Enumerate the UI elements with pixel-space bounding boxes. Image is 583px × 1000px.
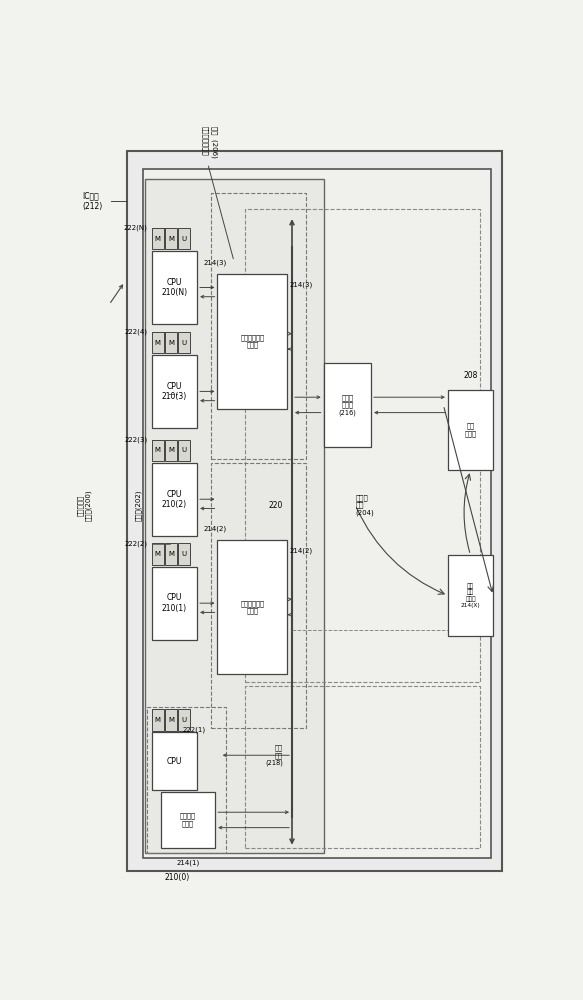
Text: CPU
210(2): CPU 210(2) <box>162 490 187 509</box>
Bar <box>152 732 197 790</box>
Bar <box>210 463 305 728</box>
Text: M: M <box>168 236 174 242</box>
Text: U: U <box>181 447 187 453</box>
Bar <box>324 363 371 447</box>
Text: M: M <box>155 551 161 557</box>
Text: 高速
缓存
存储器
214(X): 高速 缓存 存储器 214(X) <box>461 583 480 608</box>
Text: M: M <box>168 340 174 346</box>
Bar <box>448 555 493 636</box>
Text: 222(2): 222(2) <box>124 540 147 547</box>
Text: IC芯片
(212): IC芯片 (212) <box>82 191 102 211</box>
Text: 222(1): 222(1) <box>182 727 206 733</box>
Text: CPU
210(N): CPU 210(N) <box>161 278 188 297</box>
Text: 系统  (206): 系统 (206) <box>210 126 217 158</box>
Text: M: M <box>155 340 161 346</box>
Bar <box>145 179 324 853</box>
Bar <box>152 567 197 640</box>
Text: 208: 208 <box>463 371 477 380</box>
Bar <box>178 440 190 461</box>
Bar <box>165 709 177 731</box>
Text: U: U <box>181 717 187 723</box>
Text: 高速缓存
存储器: 高速缓存 存储器 <box>180 813 196 827</box>
Text: 共享高速缓存
存储器: 共享高速缓存 存储器 <box>240 600 265 614</box>
Bar <box>217 274 287 409</box>
Text: 处理器(202): 处理器(202) <box>135 489 142 521</box>
Text: 基于处理器
的系统(200): 基于处理器 的系统(200) <box>77 489 92 521</box>
Text: 共享高速缓存
存储器: 共享高速缓存 存储器 <box>240 334 265 348</box>
Text: 214(2): 214(2) <box>290 547 313 554</box>
Text: 220: 220 <box>269 500 283 510</box>
Bar <box>217 540 287 674</box>
Text: 214(3): 214(3) <box>290 282 313 288</box>
Bar <box>127 151 502 871</box>
Text: U: U <box>181 551 187 557</box>
Bar <box>152 228 164 249</box>
Text: M: M <box>168 717 174 723</box>
Bar <box>161 792 215 848</box>
Text: 214(2): 214(2) <box>203 525 227 532</box>
Text: 222(4): 222(4) <box>124 328 147 335</box>
Text: 214(3): 214(3) <box>203 260 227 266</box>
Text: M: M <box>155 236 161 242</box>
Bar <box>143 169 491 858</box>
Bar <box>152 332 164 353</box>
Text: M: M <box>168 551 174 557</box>
Bar <box>147 707 226 853</box>
Bar <box>152 463 197 536</box>
Text: M: M <box>168 447 174 453</box>
Text: 210(0): 210(0) <box>164 873 189 882</box>
Bar <box>245 209 479 682</box>
Text: ...: ... <box>167 385 179 398</box>
Bar <box>152 544 164 565</box>
Bar <box>178 332 190 353</box>
Bar <box>178 709 190 731</box>
Bar <box>210 193 305 459</box>
Text: U: U <box>181 340 187 346</box>
Text: M: M <box>155 447 161 453</box>
Text: 高速缓存存储器: 高速缓存存储器 <box>202 126 208 156</box>
Bar <box>152 440 164 461</box>
Text: CPU
210(1): CPU 210(1) <box>162 593 187 613</box>
Text: 存储器
控制器
(216): 存储器 控制器 (216) <box>338 394 356 416</box>
Text: 数据
请求
(218): 数据 请求 (218) <box>265 744 283 766</box>
Text: 214(1): 214(1) <box>177 859 200 866</box>
Bar <box>152 355 197 428</box>
Bar <box>165 228 177 249</box>
Bar <box>165 544 177 565</box>
Bar <box>448 389 493 470</box>
Text: 存储器
系统
(204): 存储器 系统 (204) <box>355 494 374 516</box>
Text: 222(3): 222(3) <box>124 436 147 443</box>
Bar <box>152 709 164 731</box>
Bar <box>245 686 479 848</box>
Text: M: M <box>155 717 161 723</box>
Text: 系统
存储器: 系统 存储器 <box>465 423 476 437</box>
Text: U: U <box>181 236 187 242</box>
Text: 222(N): 222(N) <box>124 225 147 231</box>
Text: CPU
210(3): CPU 210(3) <box>162 382 187 401</box>
Bar <box>178 544 190 565</box>
Text: CPU: CPU <box>167 757 182 766</box>
Bar <box>152 251 197 324</box>
Bar <box>165 332 177 353</box>
Bar <box>178 228 190 249</box>
Bar <box>165 440 177 461</box>
